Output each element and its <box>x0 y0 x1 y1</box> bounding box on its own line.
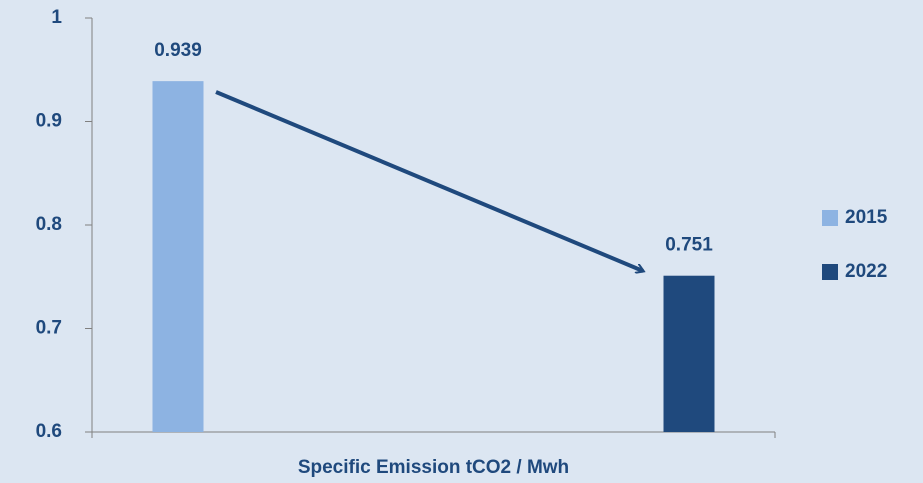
trend-arrow <box>215 90 643 271</box>
y-tick-label: 1 <box>51 7 62 28</box>
legend-label: 2022 <box>845 261 887 282</box>
bar <box>152 81 204 432</box>
y-tick-label: 0.9 <box>36 111 62 132</box>
y-tick-label: 0.6 <box>36 421 62 442</box>
bar <box>663 275 715 432</box>
x-category-label: Specific Emission tCO2 / Mwh <box>298 457 569 478</box>
legend-swatch <box>822 264 838 280</box>
legend-swatch <box>822 210 838 226</box>
data-label: 0.939 <box>154 40 202 61</box>
y-tick-label: 0.7 <box>36 318 62 339</box>
y-tick-label: 0.8 <box>36 214 62 235</box>
data-label: 0.751 <box>665 235 713 256</box>
legend-label: 2015 <box>845 207 888 228</box>
